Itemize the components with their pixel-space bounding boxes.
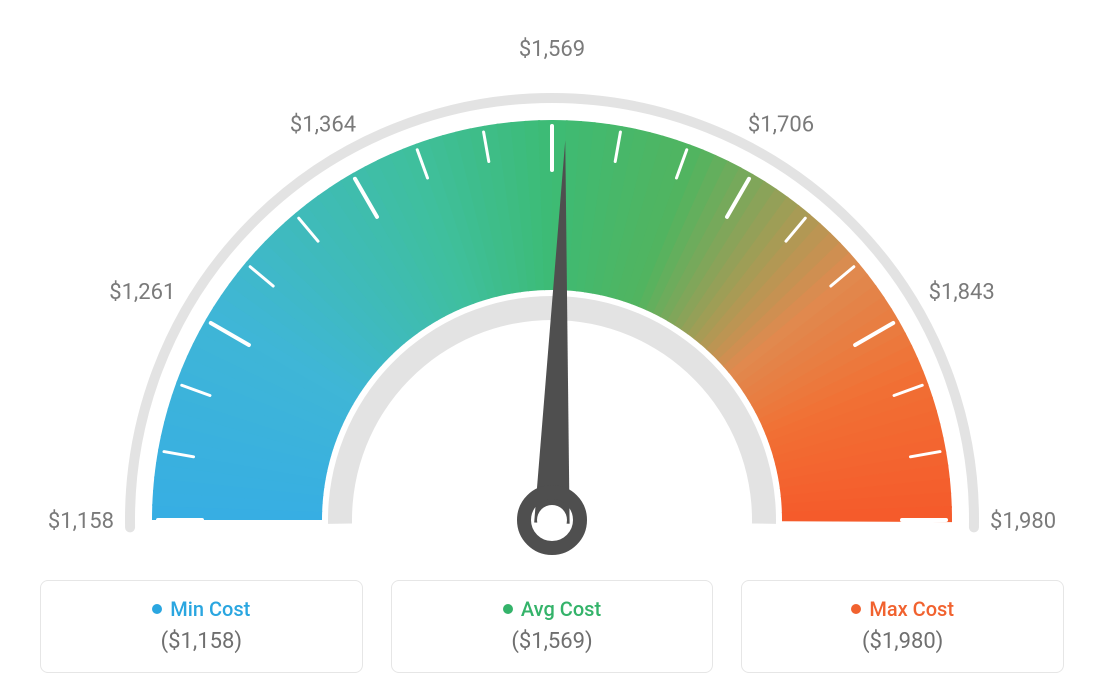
- dot-min: [152, 604, 162, 614]
- legend-title-min: Min Cost: [170, 597, 250, 621]
- scale-label: $1,158: [48, 509, 114, 534]
- scale-label: $1,569: [519, 37, 585, 62]
- scale-label: $1,843: [929, 280, 995, 305]
- gauge-area: $1,158 $1,261 $1,364 $1,569 $1,706 $1,843 $1,9…: [0, 0, 1104, 570]
- legend-value-max: ($1,980): [862, 629, 943, 654]
- legend-top-max: Max Cost: [851, 597, 954, 621]
- dot-max: [851, 604, 861, 614]
- legend-top-avg: Avg Cost: [503, 597, 601, 621]
- scale-label: $1,980: [990, 509, 1056, 534]
- legend-value-avg: ($1,569): [511, 629, 592, 654]
- legend-card-max: Max Cost ($1,980): [741, 580, 1064, 673]
- legend-title-max: Max Cost: [869, 597, 954, 621]
- legend-card-avg: Avg Cost ($1,569): [391, 580, 714, 673]
- legend-title-avg: Avg Cost: [521, 597, 601, 621]
- legend-value-min: ($1,158): [161, 629, 242, 654]
- scale-label: $1,706: [748, 112, 814, 137]
- scale-label: $1,261: [109, 280, 175, 305]
- gauge-chart-container: $1,158 $1,261 $1,364 $1,569 $1,706 $1,843 $1,9…: [0, 0, 1104, 690]
- gauge-svg: $1,158 $1,261 $1,364 $1,569 $1,706 $1,843 $1,9…: [0, 0, 1104, 570]
- dot-avg: [503, 604, 513, 614]
- scale-label: $1,364: [290, 112, 356, 137]
- legend-card-min: Min Cost ($1,158): [40, 580, 363, 673]
- legend-top-min: Min Cost: [152, 597, 250, 621]
- legend-row: Min Cost ($1,158) Avg Cost ($1,569) Max …: [40, 580, 1064, 673]
